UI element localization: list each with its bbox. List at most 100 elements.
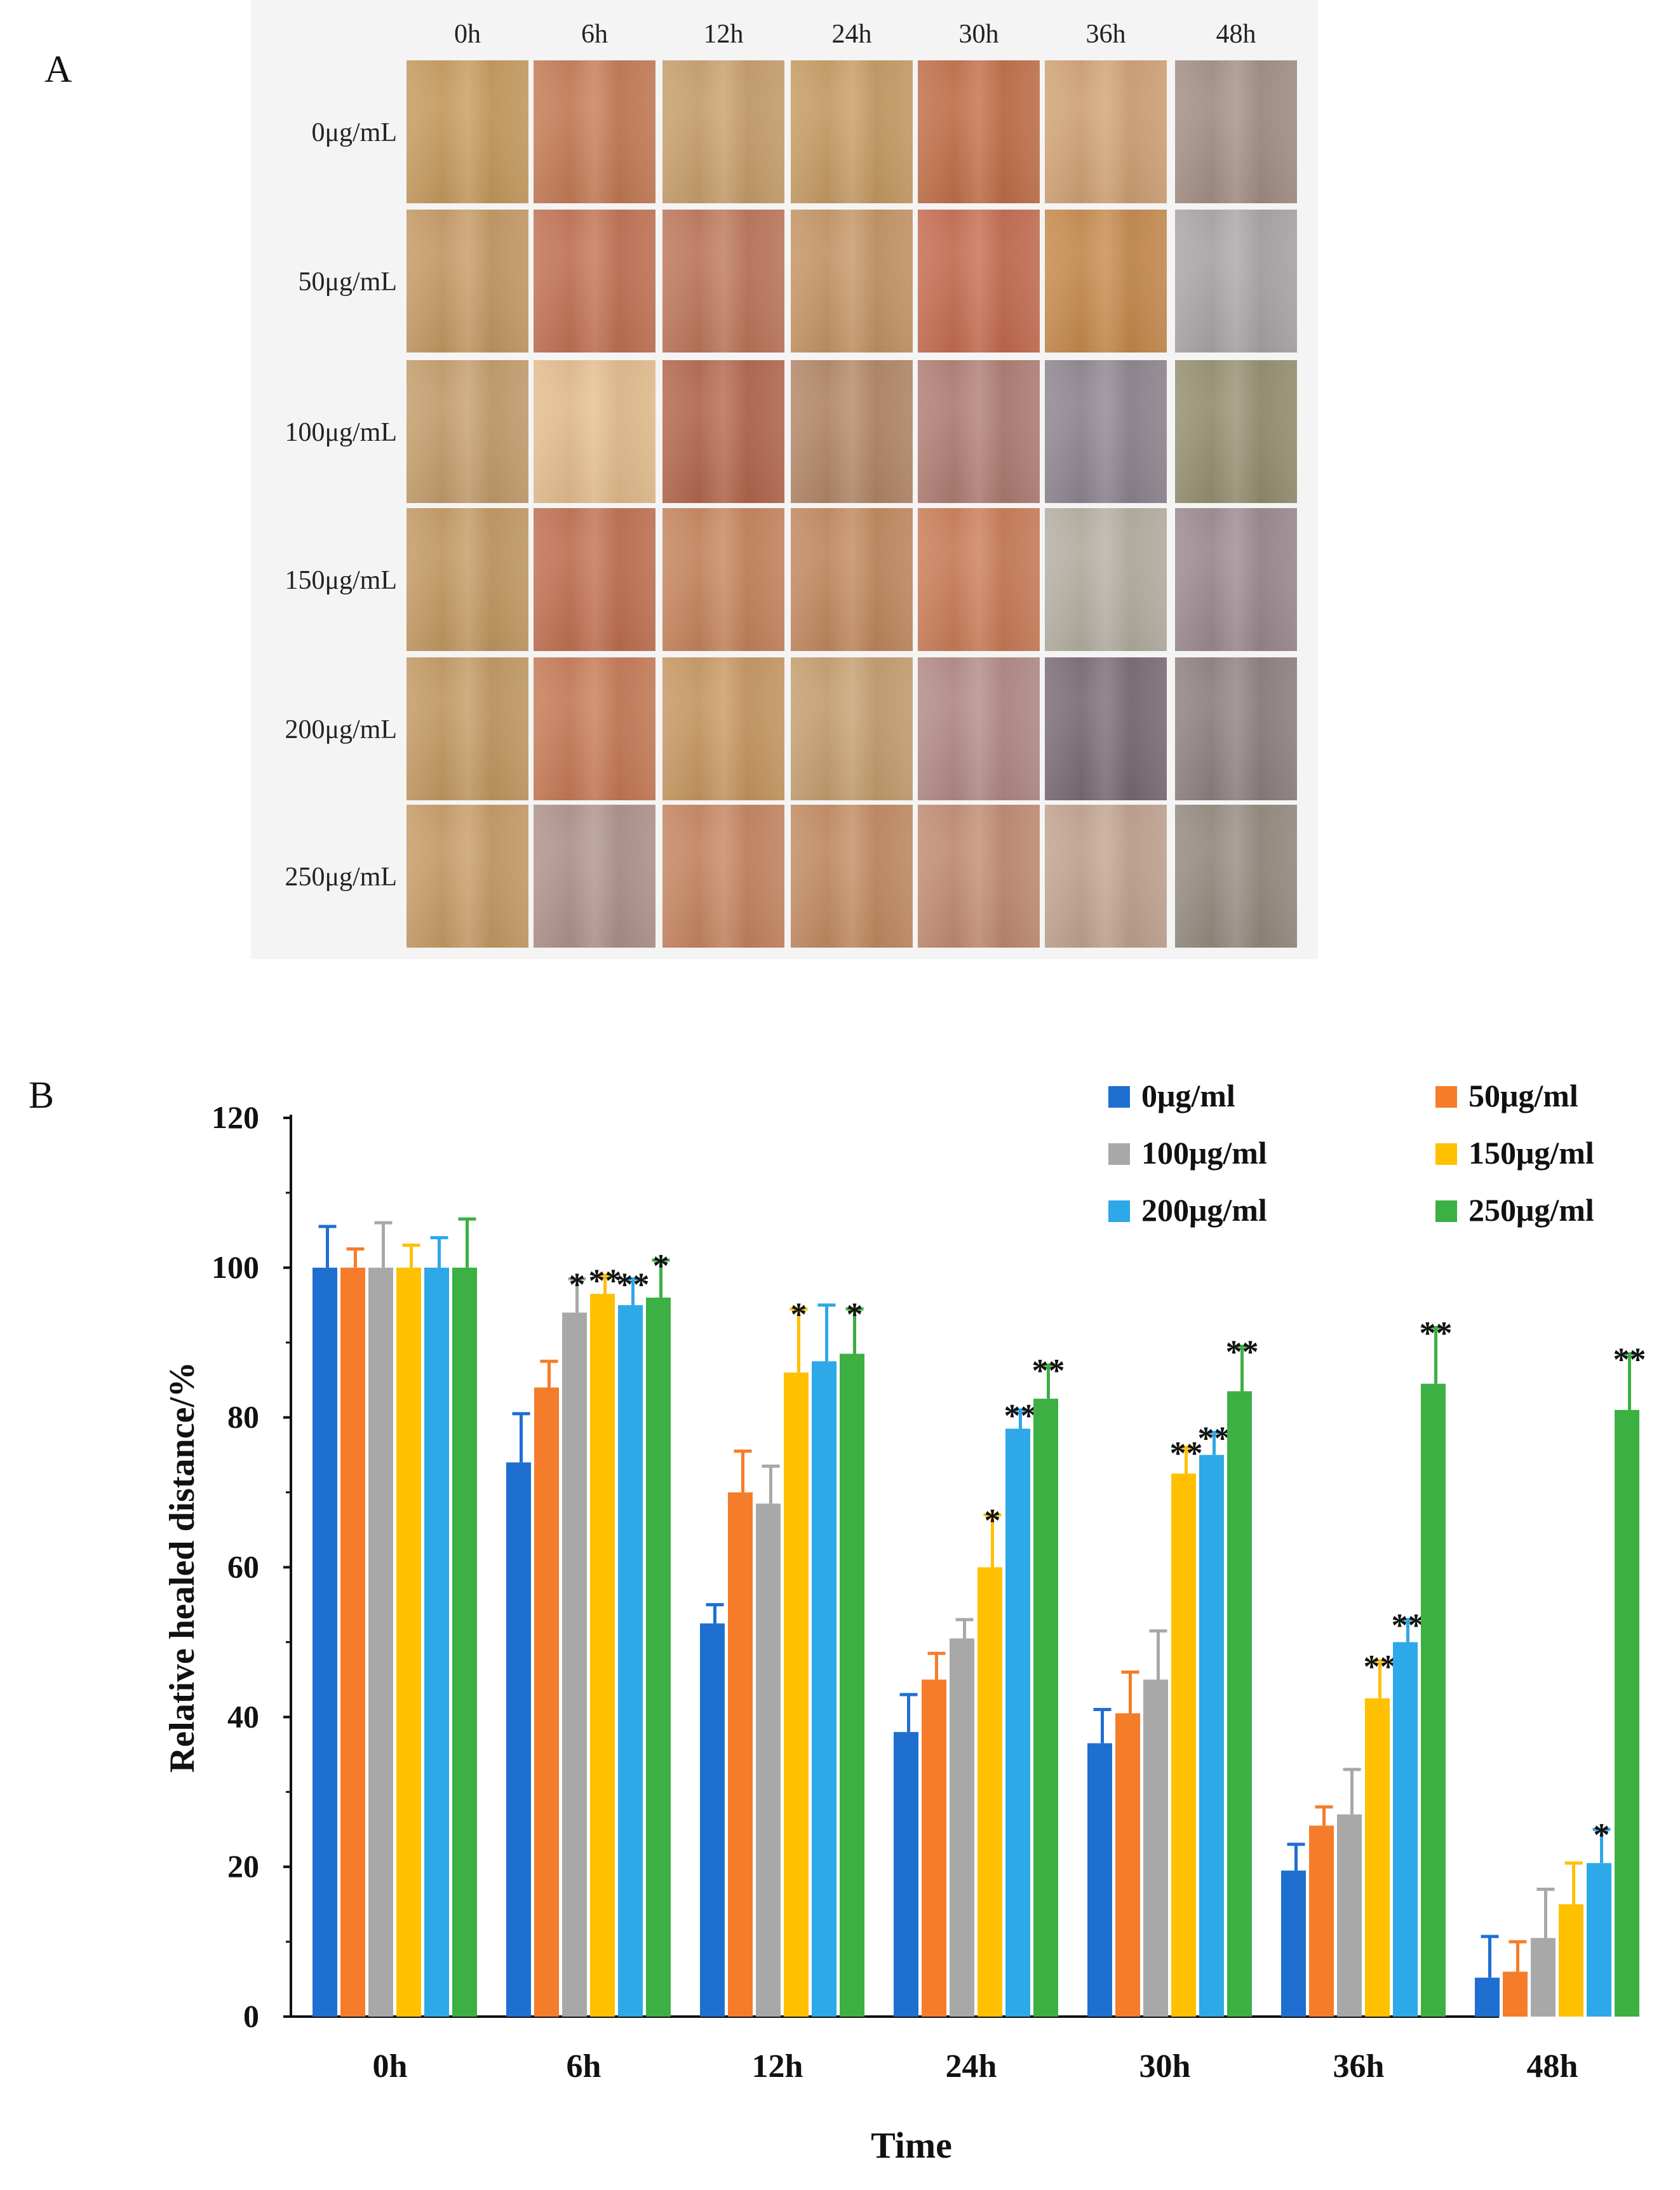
bar-30h-200μg/ml <box>1199 1454 1224 2017</box>
legend-swatch <box>1108 1143 1130 1165</box>
bar-0h-250μg/ml <box>452 1267 477 2017</box>
bar-36h-0μg/ml <box>1281 1871 1306 2017</box>
bar-12h-0μg/ml <box>700 1623 725 2017</box>
legend-label: 100μg/ml <box>1141 1135 1267 1171</box>
legend-label: 250μg/ml <box>1468 1192 1594 1228</box>
wound-photo <box>1175 360 1297 503</box>
column-label-48h: 48h <box>1216 20 1256 49</box>
wound-photo <box>791 508 913 651</box>
wound-photo <box>791 60 913 203</box>
wound-photo <box>534 805 655 948</box>
bar-36h-250μg/ml <box>1421 1383 1446 2017</box>
bar-12h-100μg/ml <box>756 1503 781 2017</box>
legend-label: 0μg/ml <box>1141 1078 1235 1113</box>
legend-label: 50μg/ml <box>1468 1078 1578 1113</box>
wound-photo <box>918 657 1040 800</box>
x-tick-label: 48h <box>1527 2048 1578 2085</box>
bar-48h-200μg/ml <box>1587 1863 1611 2017</box>
x-tick-label: 6h <box>567 2048 601 2085</box>
wound-photo <box>407 805 528 948</box>
bar-30h-50μg/ml <box>1115 1713 1140 2017</box>
y-tick-label: 120 <box>212 1099 259 1135</box>
legend-label: 150μg/ml <box>1468 1135 1594 1171</box>
panel-b-label: B <box>29 1074 55 1116</box>
bar-0h-100μg/ml <box>368 1267 393 2017</box>
significance-mark: * <box>569 1267 586 1303</box>
y-tick-label: 0 <box>243 1998 259 2034</box>
bar-6h-50μg/ml <box>534 1387 559 2017</box>
wound-photo <box>1045 210 1167 353</box>
bar-24h-100μg/ml <box>950 1638 974 2017</box>
wound-photo <box>534 508 655 651</box>
significance-mark: * <box>984 1503 1001 1539</box>
wound-photo <box>918 508 1040 651</box>
wound-photo <box>1045 60 1167 203</box>
x-tick-label: 30h <box>1139 2048 1191 2085</box>
bar-12h-250μg/ml <box>840 1354 864 2017</box>
bar-6h-200μg/ml <box>618 1305 643 2017</box>
bar-6h-0μg/ml <box>506 1462 531 2017</box>
significance-mark: ** <box>1004 1398 1037 1434</box>
bar-48h-50μg/ml <box>1503 1972 1528 2017</box>
significance-mark: ** <box>1392 1608 1425 1644</box>
legend-label: 200μg/ml <box>1141 1192 1267 1228</box>
significance-mark: ** <box>1226 1334 1259 1371</box>
wound-photo <box>662 60 784 203</box>
wound-photo <box>407 210 528 353</box>
bar-30h-0μg/ml <box>1087 1743 1112 2017</box>
bar-48h-0μg/ml <box>1475 1977 1500 2017</box>
bar-12h-50μg/ml <box>728 1492 753 2017</box>
significance-mark: ** <box>1170 1435 1203 1472</box>
wound-photo <box>1045 805 1167 948</box>
wound-photo <box>1045 508 1167 651</box>
bar-48h-250μg/ml <box>1615 1409 1639 2017</box>
wound-photo <box>662 805 784 948</box>
bar-0h-50μg/ml <box>340 1267 365 2017</box>
significance-mark: * <box>847 1297 863 1333</box>
bar-36h-100μg/ml <box>1337 1814 1362 2017</box>
row-label: 150μg/mL <box>285 566 397 595</box>
legend-swatch <box>1108 1086 1130 1108</box>
significance-mark: ** <box>617 1267 650 1303</box>
wound-photo <box>407 508 528 651</box>
significance-mark: * <box>1594 1817 1610 1853</box>
wound-photo <box>534 360 655 503</box>
wound-photo <box>791 210 913 353</box>
x-tick-label: 0h <box>373 2048 408 2085</box>
wound-photo <box>534 60 655 203</box>
significance-mark: ** <box>1032 1353 1065 1389</box>
y-tick-label: 60 <box>227 1549 259 1585</box>
column-label-24h: 24h <box>831 20 872 49</box>
wound-photo <box>1175 210 1297 353</box>
row-label: 50μg/mL <box>298 267 397 297</box>
bar-0h-0μg/ml <box>312 1267 337 2017</box>
y-tick-label: 80 <box>227 1399 259 1435</box>
wound-photo <box>662 657 784 800</box>
bar-30h-250μg/ml <box>1227 1391 1252 2017</box>
row-label: 100μg/mL <box>285 418 397 447</box>
column-label-6h: 6h <box>581 20 608 49</box>
bar-24h-50μg/ml <box>922 1679 946 2017</box>
wound-photo <box>407 657 528 800</box>
column-label-30h: 30h <box>958 20 999 49</box>
significance-mark: ** <box>1364 1649 1397 1685</box>
bar-12h-150μg/ml <box>784 1372 809 2017</box>
legend-swatch <box>1108 1200 1130 1222</box>
wound-photo <box>662 210 784 353</box>
bar-24h-0μg/ml <box>894 1731 918 2017</box>
bar-12h-200μg/ml <box>812 1361 837 2017</box>
wound-photo <box>407 360 528 503</box>
significance-mark: ** <box>1613 1341 1646 1378</box>
row-label: 200μg/mL <box>285 715 397 744</box>
significance-mark: ** <box>589 1263 622 1300</box>
column-label-0h: 0h <box>454 20 481 49</box>
wound-photo <box>1175 805 1297 948</box>
wound-photo <box>918 210 1040 353</box>
wound-photo <box>662 360 784 503</box>
wound-photo <box>534 657 655 800</box>
y-axis-label: Relative healed distance/% <box>163 1362 202 1773</box>
column-label-36h: 36h <box>1085 20 1126 49</box>
y-tick-label: 20 <box>227 1848 259 1884</box>
bar-30h-100μg/ml <box>1143 1679 1168 2017</box>
bar-48h-150μg/ml <box>1559 1904 1583 2017</box>
